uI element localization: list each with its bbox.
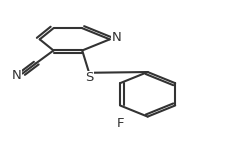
Text: N: N (12, 69, 22, 81)
Text: F: F (116, 117, 124, 130)
Text: N: N (112, 31, 122, 44)
Text: S: S (85, 71, 93, 84)
